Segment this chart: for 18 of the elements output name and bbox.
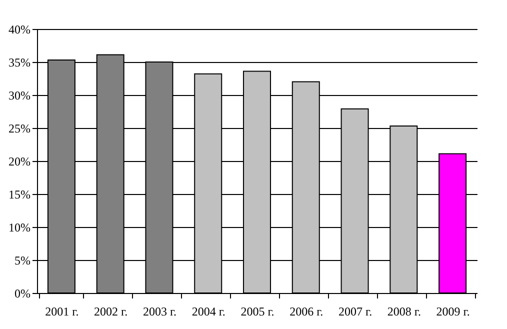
x-tick-label: 2003 г. <box>142 304 177 318</box>
y-tick-label: 35% <box>8 56 30 70</box>
x-tick-label: 2006 г. <box>290 304 324 318</box>
y-tick-label: 0% <box>14 286 30 300</box>
y-tick-label: 25% <box>8 122 30 136</box>
x-tick-label: 2007 г. <box>338 304 372 318</box>
x-tick-label: 2005 г. <box>240 304 274 318</box>
y-tick-label: 20% <box>8 154 30 168</box>
x-tick-label: 2004 г. <box>192 304 226 318</box>
x-tick-label: 2001 г. <box>45 304 79 318</box>
x-tick-label: 2009 г. <box>436 304 470 318</box>
x-tick-label: 2008 г. <box>387 304 421 318</box>
x-tick-label: 2002 г. <box>94 304 128 318</box>
y-tick-label: 10% <box>8 220 30 234</box>
y-tick-label: 40% <box>8 22 30 36</box>
y-tick-label: 5% <box>14 254 30 268</box>
y-tick-label: 30% <box>8 88 30 102</box>
y-tick-label: 15% <box>8 188 30 202</box>
